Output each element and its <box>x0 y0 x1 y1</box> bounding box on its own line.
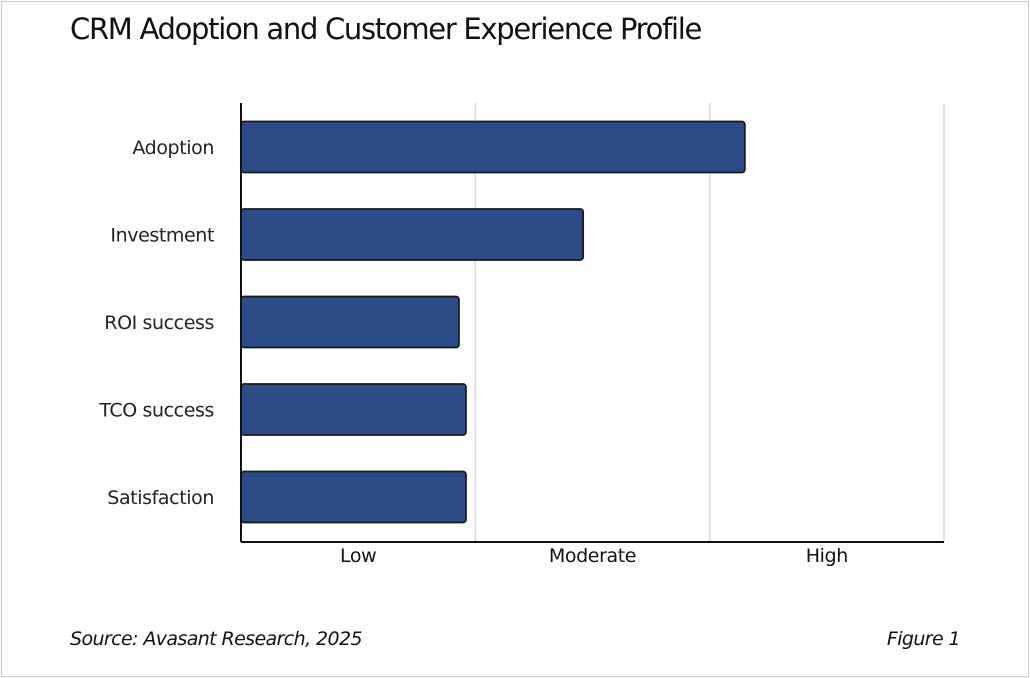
figure-label: Figure 1 <box>886 628 961 650</box>
y-tick-label-investment: Investment <box>110 225 214 247</box>
axes <box>240 103 944 543</box>
y-tick-label-adoption: Adoption <box>132 137 214 159</box>
labels: Adoption Investment ROI success TCO success… <box>98 137 848 567</box>
gridlines <box>474 103 945 542</box>
y-tick-label-roi-success: ROI success <box>104 312 214 334</box>
bar-satisfaction <box>240 470 467 524</box>
y-tick-label-satisfaction: Satisfaction <box>107 487 214 509</box>
chart-title: CRM Adoption and Customer Experience Pro… <box>70 12 702 46</box>
bars <box>240 120 746 524</box>
x-tick-label-high: High <box>806 545 848 567</box>
bar-investment <box>240 208 585 261</box>
bar-tco-success <box>240 383 467 436</box>
y-tick-label-tco-success: TCO success <box>98 400 214 422</box>
x-tick-label-moderate: Moderate <box>549 545 636 567</box>
bar-roi-success <box>240 295 460 349</box>
x-tick-label-low: Low <box>340 545 376 567</box>
bar-adoption <box>240 120 746 174</box>
source-note: Source: Avasant Research, 2025 <box>70 628 363 650</box>
